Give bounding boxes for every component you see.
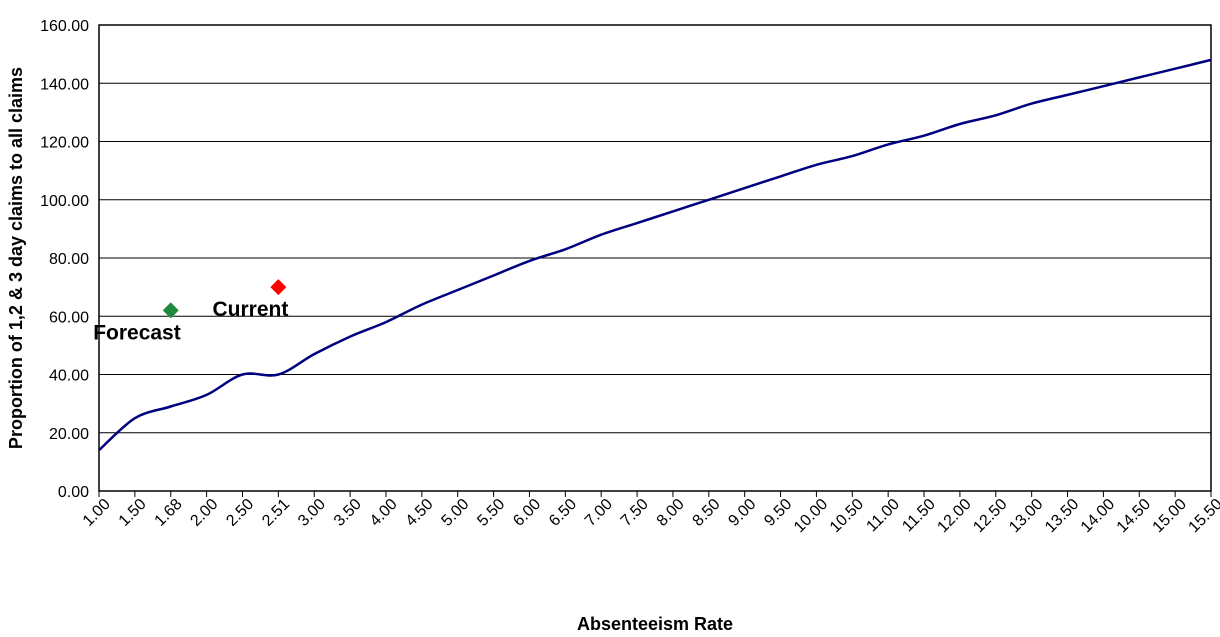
y-tick-label: 20.00 [49,426,89,443]
x-tick-label: 14.50 [1114,496,1154,536]
forecast-label: Forecast [93,321,181,344]
y-tick-label: 80.00 [49,251,89,268]
x-tick-label: 13.50 [1042,496,1082,536]
x-tick-label: 7.00 [582,496,616,530]
forecast-marker [162,302,179,319]
x-tick-label: 6.00 [510,496,544,530]
y-tick-label: 160.00 [40,18,89,35]
x-tick-label: 10.50 [827,496,867,536]
x-tick-label: 14.00 [1078,496,1118,536]
x-tick-label: 15.00 [1150,496,1190,536]
x-tick-label: 7.50 [618,496,652,530]
x-axis-title: Absenteeism Rate [577,614,733,634]
x-tick-label: 4.50 [403,496,437,530]
y-tick-label: 120.00 [40,135,89,152]
y-tick-label: 140.00 [40,76,89,93]
x-tick-label: 4.00 [367,496,401,530]
x-tick-label: 1.50 [116,496,150,530]
y-tick-label: 40.00 [49,368,89,385]
x-tick-label: 3.50 [331,496,365,530]
x-tick-label: 2.51 [259,496,293,530]
current-marker [270,279,287,296]
trend-curve [98,58,1212,452]
x-tick-label: 2.00 [187,496,221,530]
x-tick-label: 2.50 [223,496,257,530]
y-tick-labels: 0.00 20.00 40.00 60.00 80.00 100.00 120.00 140.… [40,18,89,501]
x-tick-labels: 1.00 1.50 1.68 2.00 2.50 2.51 3.00 3.50 4.00 4.50… [80,491,1220,536]
y-tick-label: 100.00 [40,193,89,210]
y-axis-title: Proportion of 1,2 & 3 day claims to all … [6,67,26,449]
x-tick-label: 13.00 [1006,496,1046,536]
x-tick-label: 15.50 [1185,496,1220,536]
x-tick-label: 5.50 [474,496,508,530]
x-tick-label: 11.00 [863,496,903,536]
x-tick-label: 6.50 [546,496,580,530]
x-tick-label: 1.68 [152,496,186,530]
x-tick-label: 10.00 [791,496,831,536]
x-tick-label: 5.00 [438,496,472,530]
x-tick-label: 8.00 [654,496,688,530]
x-tick-label: 12.50 [970,496,1010,536]
y-tick-label: 0.00 [58,484,89,501]
plot-area-frame [98,24,1212,492]
points-layer: Forecast Current [93,279,288,344]
x-tick-label: 8.50 [690,496,724,530]
curve-layer [98,58,1212,452]
current-label: Current [213,298,289,321]
x-tick-label: 11.50 [899,496,939,536]
x-tick-label: 9.00 [725,496,759,530]
x-tick-label: 12.00 [934,496,974,536]
gridlines [99,24,1211,492]
x-tick-label: 3.00 [295,496,329,530]
y-tick-label: 60.00 [49,309,89,326]
